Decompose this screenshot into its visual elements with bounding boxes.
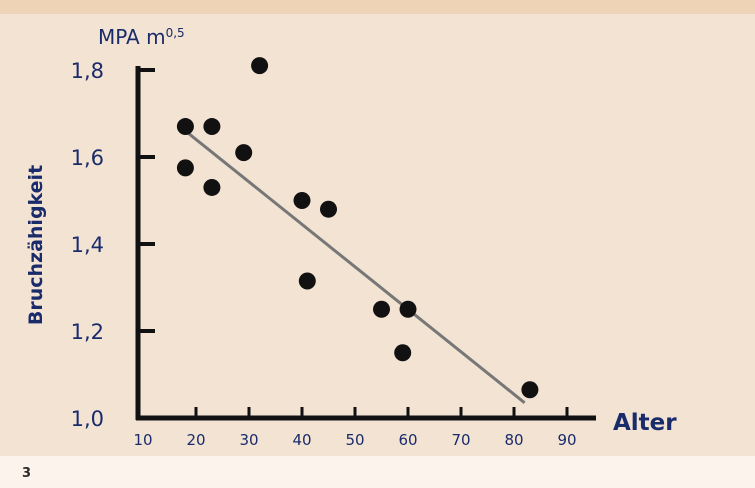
data-point <box>176 118 194 136</box>
footer-band <box>0 456 755 488</box>
unit-exponent: 0,5 <box>166 26 185 40</box>
data-point <box>521 381 539 399</box>
top-band <box>0 0 755 14</box>
x-tick-label: 70 <box>451 431 470 449</box>
tick-labels: 1,0 1,2 1,4 1,6 1,8 10 20 30 40 50 60 70 80 90 <box>71 59 577 449</box>
y-tick-label: 1,4 <box>71 233 104 257</box>
x-tick-label: 60 <box>398 431 417 449</box>
x-tick-label: 90 <box>557 431 576 449</box>
y-tick-label: 1,0 <box>71 407 104 431</box>
data-point <box>293 192 311 209</box>
x-tick-label: 10 <box>133 431 152 449</box>
data-point <box>394 344 412 362</box>
chart-panel <box>0 14 755 456</box>
data-point <box>399 300 417 318</box>
data-point <box>203 178 221 196</box>
y-axis-title: Bruchzähigkeit <box>25 165 47 325</box>
x-tick-label: 50 <box>345 431 364 449</box>
x-tick-label: 20 <box>186 431 205 449</box>
data-points <box>176 57 539 399</box>
data-point <box>176 159 194 177</box>
x-tick-label: 30 <box>239 431 258 449</box>
trendline <box>184 129 526 404</box>
data-point <box>235 144 253 162</box>
y-tick-label: 1,6 <box>71 146 104 170</box>
y-unit-label: MPA m0,5 <box>98 25 185 49</box>
x-tick-label: 80 <box>504 431 523 449</box>
figure-number: 3 <box>22 466 32 481</box>
y-tick-label: 1,2 <box>71 320 104 344</box>
data-point <box>203 118 221 136</box>
tick-marks <box>138 68 569 418</box>
x-tick-label: 40 <box>292 431 311 449</box>
data-point <box>320 200 337 218</box>
x-axis-title: Alter <box>613 410 677 436</box>
axes <box>135 66 596 421</box>
data-point <box>298 272 316 290</box>
data-point <box>373 300 390 318</box>
y-tick-label: 1,8 <box>71 59 104 83</box>
data-point <box>251 57 269 75</box>
